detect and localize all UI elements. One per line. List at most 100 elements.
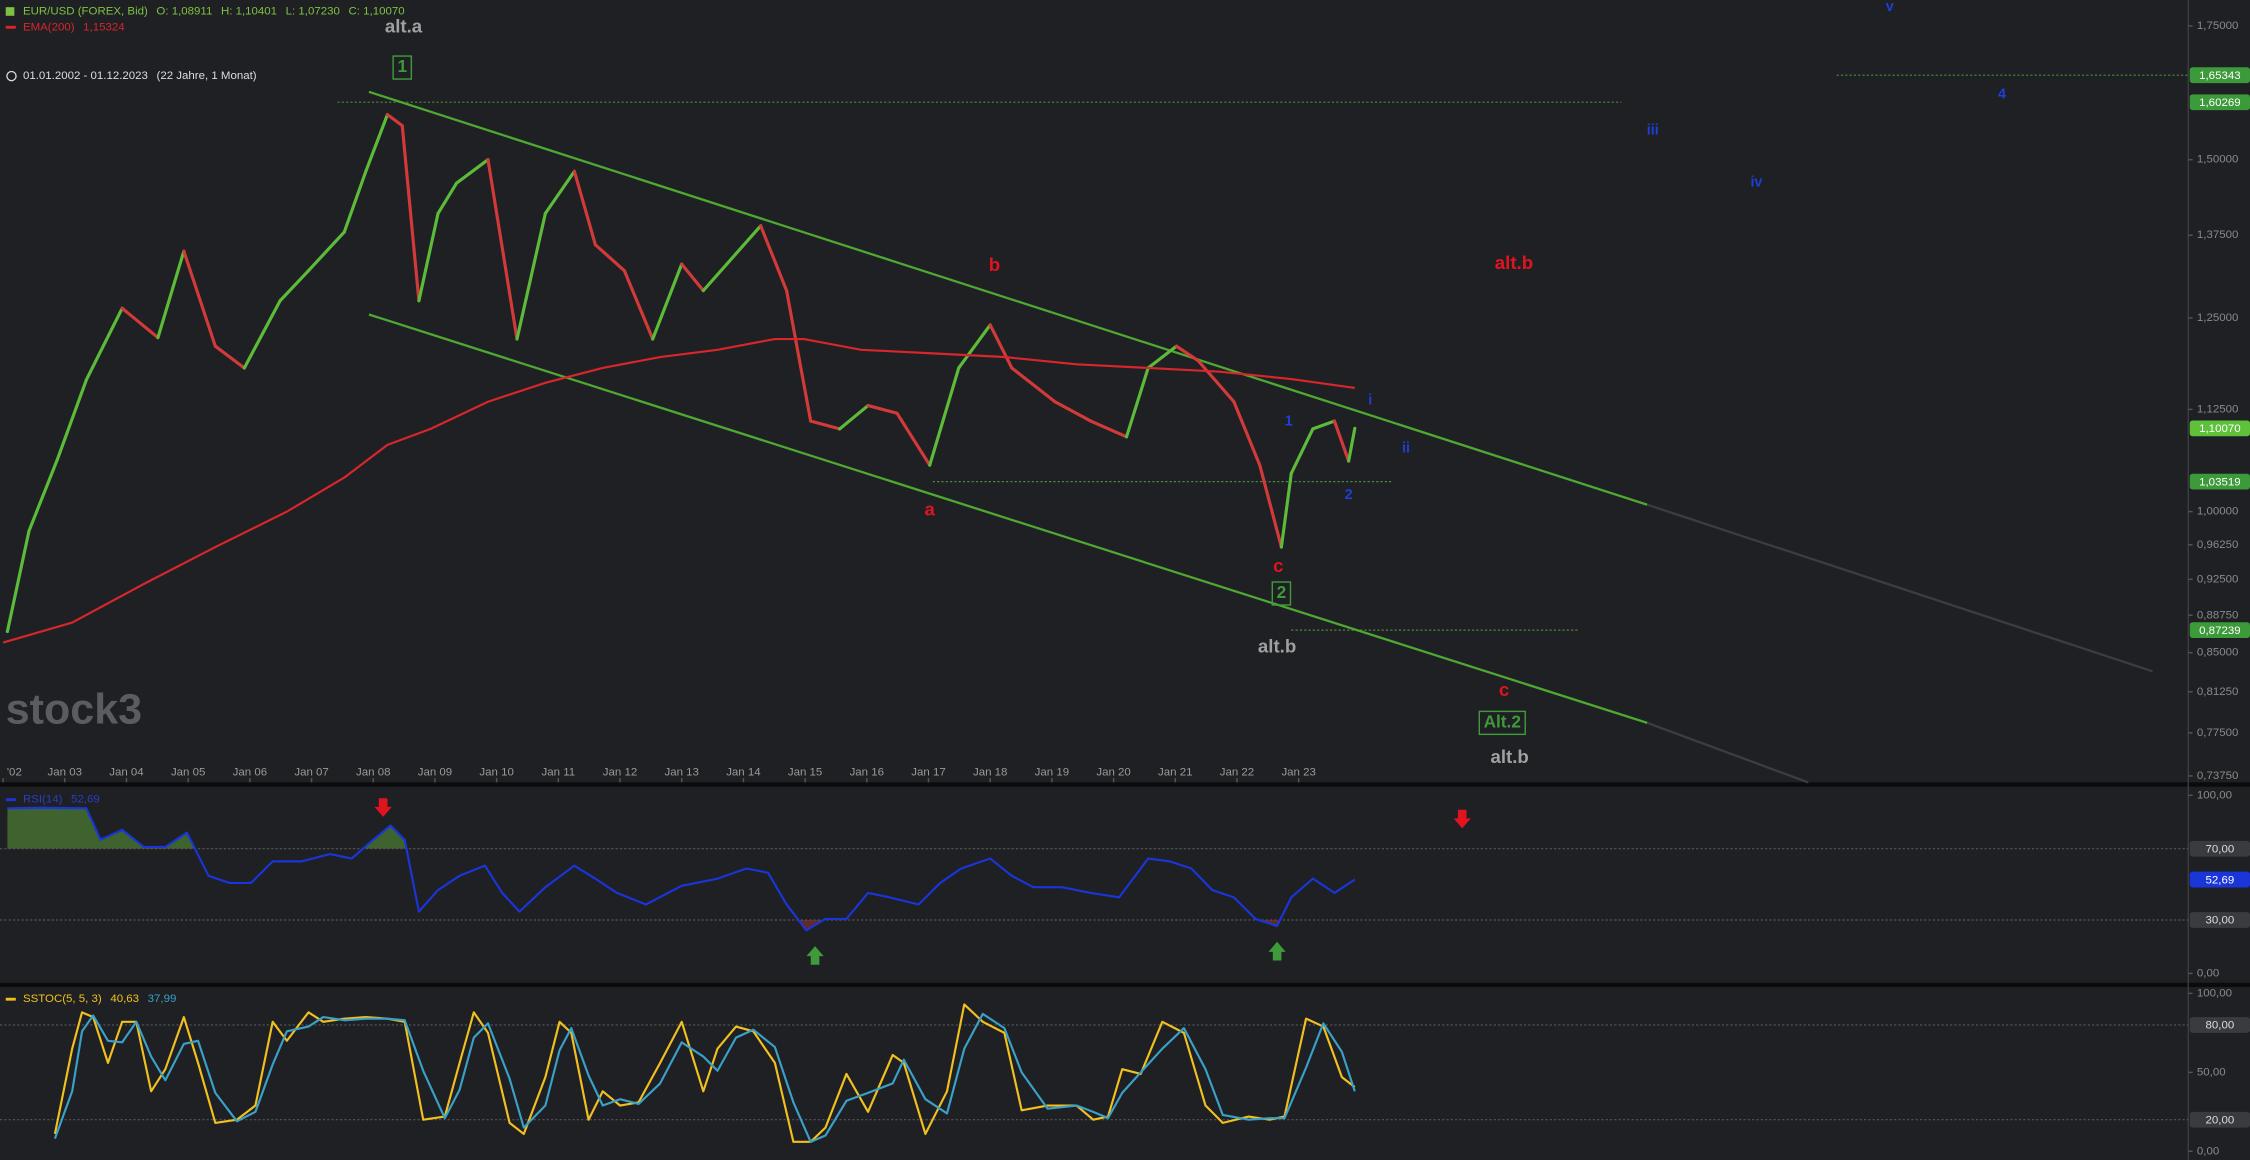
price-segment bbox=[809, 419, 842, 431]
price-segment bbox=[515, 211, 547, 341]
threshold-fill bbox=[7, 807, 407, 849]
price-segment bbox=[1258, 463, 1283, 549]
wave-label: v bbox=[1886, 0, 1894, 15]
y-tick-label: 0,88750 bbox=[2197, 609, 2238, 621]
price-segment bbox=[957, 323, 992, 370]
x-tick-label: Jan 18 bbox=[973, 766, 1007, 778]
price-segment bbox=[928, 366, 961, 467]
price-segment bbox=[572, 169, 597, 247]
price-segment bbox=[342, 169, 368, 234]
value-badge bbox=[2189, 94, 2250, 111]
price-segment bbox=[622, 269, 655, 341]
price-segment bbox=[1124, 366, 1150, 439]
price-segment bbox=[364, 113, 390, 173]
legend-text: 40,63 bbox=[110, 993, 139, 1005]
legend-text: 37,99 bbox=[148, 993, 177, 1005]
x-tick-label: Jan 21 bbox=[1158, 766, 1192, 778]
trendline bbox=[1646, 503, 2153, 673]
value-badge bbox=[2189, 1017, 2250, 1033]
price-segment bbox=[385, 113, 404, 128]
price-segment bbox=[1289, 427, 1315, 476]
legend-text: C: 1,10070 bbox=[348, 6, 404, 18]
value-badge bbox=[2189, 871, 2250, 888]
price-segment bbox=[1232, 400, 1262, 467]
series-line bbox=[7, 806, 1356, 932]
value-badge-label: 1,03519 bbox=[2199, 476, 2240, 488]
value-badge bbox=[2189, 67, 2250, 84]
x-tick-label: Jan 08 bbox=[356, 766, 390, 778]
y-tick-label: 100,00 bbox=[2197, 789, 2232, 801]
clock-icon bbox=[6, 70, 17, 82]
legend-text: 1,15324 bbox=[83, 21, 125, 33]
price-segment bbox=[84, 306, 124, 382]
x-tick-label: Jan 14 bbox=[726, 766, 761, 778]
y-tick-label: 100,00 bbox=[2197, 987, 2232, 999]
value-badge-label: 1,10070 bbox=[2199, 423, 2240, 435]
value-badge bbox=[2189, 473, 2250, 490]
y-tick-label: 1,50000 bbox=[2197, 154, 2238, 166]
y-tick-label: 0,92500 bbox=[2197, 573, 2238, 585]
x-tick-label: Jan 07 bbox=[294, 766, 328, 778]
price-segment bbox=[1053, 400, 1093, 423]
wave-label: 2 bbox=[1277, 582, 1287, 602]
value-badge bbox=[2189, 912, 2250, 928]
series-line bbox=[2, 337, 1355, 644]
legend-text: EMA(200) bbox=[23, 21, 75, 33]
price-segment bbox=[988, 323, 1014, 370]
x-tick-label: Jan 13 bbox=[665, 766, 699, 778]
price-segment bbox=[866, 403, 899, 415]
price-segment bbox=[417, 211, 440, 303]
price-segment bbox=[1279, 471, 1293, 549]
y-tick-label: 1,00000 bbox=[2197, 506, 2238, 518]
price-segment bbox=[486, 158, 519, 341]
y-tick-label: 0,81250 bbox=[2197, 686, 2238, 698]
y-tick-label: 0,00 bbox=[2197, 1145, 2219, 1157]
wave-label: c bbox=[1273, 555, 1283, 576]
price-segment bbox=[5, 529, 31, 634]
legend-text: 52,69 bbox=[71, 794, 100, 806]
x-tick-label: Jan 06 bbox=[233, 766, 267, 778]
symbol-icon bbox=[5, 7, 15, 16]
y-tick-label: 0,73750 bbox=[2197, 770, 2238, 782]
price-segment bbox=[278, 269, 311, 303]
legend-text: L: 1,07230 bbox=[286, 6, 340, 18]
legend-text: O: 1,08911 bbox=[156, 6, 212, 18]
price-segment bbox=[1311, 419, 1337, 431]
price-segment bbox=[1347, 426, 1357, 463]
y-tick-label: 1,75000 bbox=[2197, 20, 2238, 32]
wave-label: alt.b bbox=[1495, 252, 1533, 273]
x-tick-label: Jan 19 bbox=[1035, 766, 1069, 778]
wave-label: c bbox=[1499, 679, 1509, 700]
price-segment bbox=[1146, 344, 1179, 370]
x-tick-label: Jan 05 bbox=[171, 766, 205, 778]
price-segment bbox=[1196, 359, 1236, 404]
price-segment bbox=[213, 344, 246, 370]
wave-label: alt.b bbox=[1491, 746, 1529, 767]
sell-arrow bbox=[1453, 809, 1471, 829]
price-segment bbox=[680, 262, 705, 293]
price-segment bbox=[400, 124, 421, 303]
price-segment bbox=[182, 249, 217, 348]
legend-text: EUR/USD (FOREX, Bid) bbox=[23, 6, 148, 18]
wave-label: 1 bbox=[1285, 414, 1293, 430]
wave-label: 2 bbox=[1345, 487, 1353, 503]
wave-label-box bbox=[1478, 710, 1526, 736]
x-tick-label: Jan 09 bbox=[418, 766, 452, 778]
x-tick-label: Jan 20 bbox=[1096, 766, 1130, 778]
price-segment bbox=[306, 230, 346, 273]
price-segment bbox=[785, 289, 813, 423]
x-tick-label: Jan 22 bbox=[1220, 766, 1254, 778]
value-badge-label: 0,87239 bbox=[2199, 625, 2240, 637]
value-badge-label: 30,00 bbox=[2206, 915, 2235, 927]
x-tick-label: '02 bbox=[7, 766, 22, 778]
wave-label: alt.a bbox=[385, 15, 423, 36]
x-tick-label: Jan 03 bbox=[48, 766, 82, 778]
trendline bbox=[1646, 721, 1809, 784]
value-badge-label: 1,65343 bbox=[2199, 70, 2240, 82]
price-segment bbox=[156, 249, 186, 340]
value-badge-label: 52,69 bbox=[2206, 874, 2235, 886]
wave-label: 4 bbox=[1998, 86, 2006, 102]
price-segment bbox=[759, 224, 789, 293]
wave-label: b bbox=[989, 254, 1000, 275]
